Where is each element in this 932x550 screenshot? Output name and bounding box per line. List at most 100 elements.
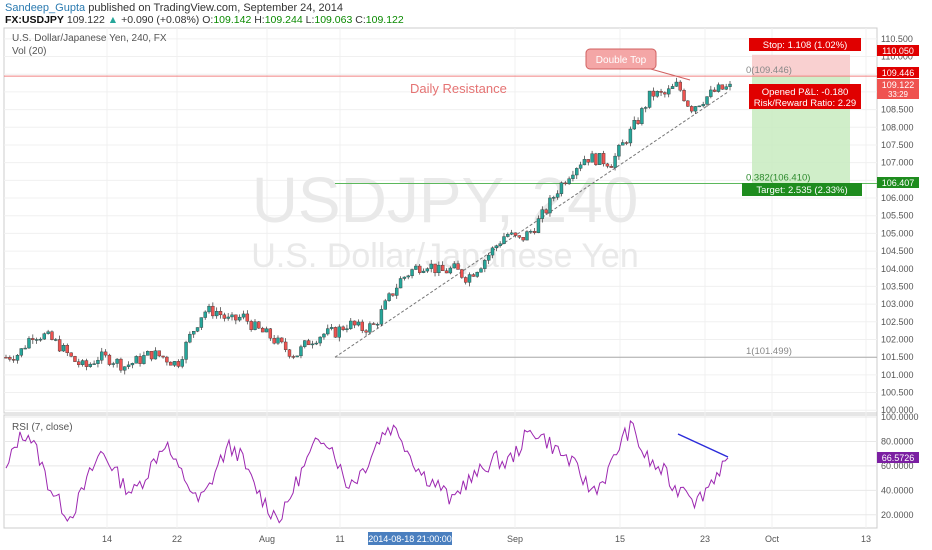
candle[interactable] — [383, 298, 387, 310]
candle[interactable] — [467, 272, 472, 287]
rsi-axis[interactable]: 100.0000 80.0000 60.0000 40.0000 20.0000 — [881, 412, 919, 520]
candle[interactable] — [590, 150, 594, 163]
candle[interactable] — [15, 353, 20, 364]
candle[interactable] — [701, 101, 705, 108]
candle[interactable] — [632, 116, 636, 130]
candle[interactable] — [498, 241, 502, 248]
candle[interactable] — [188, 331, 192, 344]
candle[interactable] — [360, 319, 364, 334]
candle[interactable] — [103, 349, 108, 358]
candle[interactable] — [686, 100, 690, 108]
candle[interactable] — [598, 153, 602, 165]
candle[interactable] — [310, 340, 315, 349]
author-link[interactable]: Sandeep_Gupta — [5, 2, 86, 14]
candle[interactable] — [165, 355, 169, 366]
candle[interactable] — [245, 310, 250, 325]
candle[interactable] — [280, 337, 284, 344]
candle[interactable] — [559, 181, 564, 197]
candle[interactable] — [123, 366, 127, 375]
candle[interactable] — [529, 229, 533, 234]
candle[interactable] — [636, 117, 640, 126]
candle[interactable] — [705, 96, 709, 107]
candle[interactable] — [126, 361, 131, 370]
candle[interactable] — [644, 106, 648, 113]
candle[interactable] — [157, 350, 161, 358]
target-box[interactable]: Target: 2.535 (2.33%) — [742, 183, 862, 196]
candle[interactable] — [544, 208, 548, 215]
candle[interactable] — [268, 327, 273, 341]
candle[interactable] — [337, 324, 341, 342]
candle[interactable] — [192, 330, 196, 338]
candle[interactable] — [647, 90, 652, 109]
candle[interactable] — [532, 227, 537, 235]
candle[interactable] — [582, 155, 587, 166]
candle[interactable] — [525, 230, 529, 241]
candle[interactable] — [601, 150, 606, 167]
candle[interactable] — [682, 88, 686, 102]
candle[interactable] — [80, 359, 85, 367]
candle[interactable] — [65, 343, 69, 357]
candle[interactable] — [11, 355, 16, 363]
double-top-callout[interactable]: Double Top — [585, 48, 691, 81]
candle[interactable] — [119, 357, 123, 373]
candle[interactable] — [88, 362, 92, 368]
candle[interactable] — [142, 351, 146, 365]
candle[interactable] — [502, 232, 506, 245]
candle[interactable] — [146, 350, 150, 356]
candle[interactable] — [640, 106, 644, 126]
candle[interactable] — [720, 84, 725, 90]
candle[interactable] — [375, 322, 380, 329]
candlestick-series[interactable] — [4, 77, 732, 375]
candle[interactable] — [111, 361, 115, 368]
candle[interactable] — [667, 85, 671, 98]
candle[interactable] — [594, 152, 598, 166]
candle[interactable] — [345, 324, 349, 333]
candle[interactable] — [341, 325, 345, 332]
candle[interactable] — [494, 244, 499, 252]
candle[interactable] — [115, 357, 119, 368]
candle[interactable] — [674, 77, 679, 87]
candle[interactable] — [540, 206, 544, 223]
candle[interactable] — [433, 263, 437, 277]
candle[interactable] — [257, 321, 261, 329]
candle[interactable] — [651, 87, 656, 101]
candle[interactable] — [460, 268, 464, 279]
candle[interactable] — [214, 307, 219, 319]
rsi-line[interactable] — [5, 420, 729, 524]
candle[interactable] — [655, 90, 659, 98]
candle[interactable] — [391, 293, 395, 297]
candle[interactable] — [456, 260, 460, 270]
trend-line[interactable] — [334, 91, 729, 358]
candle[interactable] — [234, 314, 238, 325]
candle[interactable] — [260, 326, 265, 333]
candle[interactable] — [149, 350, 154, 362]
candle[interactable] — [283, 338, 288, 353]
candle[interactable] — [418, 263, 422, 275]
candle[interactable] — [678, 80, 682, 92]
candle[interactable] — [421, 268, 426, 274]
candle[interactable] — [414, 263, 418, 270]
candle[interactable] — [264, 326, 269, 333]
candle[interactable] — [479, 267, 483, 273]
candle[interactable] — [46, 329, 50, 335]
candle[interactable] — [92, 360, 96, 365]
candle[interactable] — [372, 321, 376, 325]
candle[interactable] — [57, 335, 62, 353]
candle[interactable] — [172, 360, 177, 368]
candle[interactable] — [8, 355, 12, 362]
candle[interactable] — [27, 336, 31, 349]
candle[interactable] — [578, 161, 583, 172]
candle[interactable] — [693, 105, 698, 115]
candle[interactable] — [440, 261, 445, 272]
candle[interactable] — [444, 268, 449, 274]
candle[interactable] — [226, 313, 230, 321]
candle[interactable] — [563, 180, 567, 186]
candle[interactable] — [463, 276, 468, 285]
candle[interactable] — [429, 259, 433, 273]
candle[interactable] — [605, 162, 610, 169]
candle[interactable] — [38, 337, 43, 342]
candle[interactable] — [659, 88, 663, 96]
candle[interactable] — [410, 268, 414, 279]
candle[interactable] — [19, 348, 24, 358]
